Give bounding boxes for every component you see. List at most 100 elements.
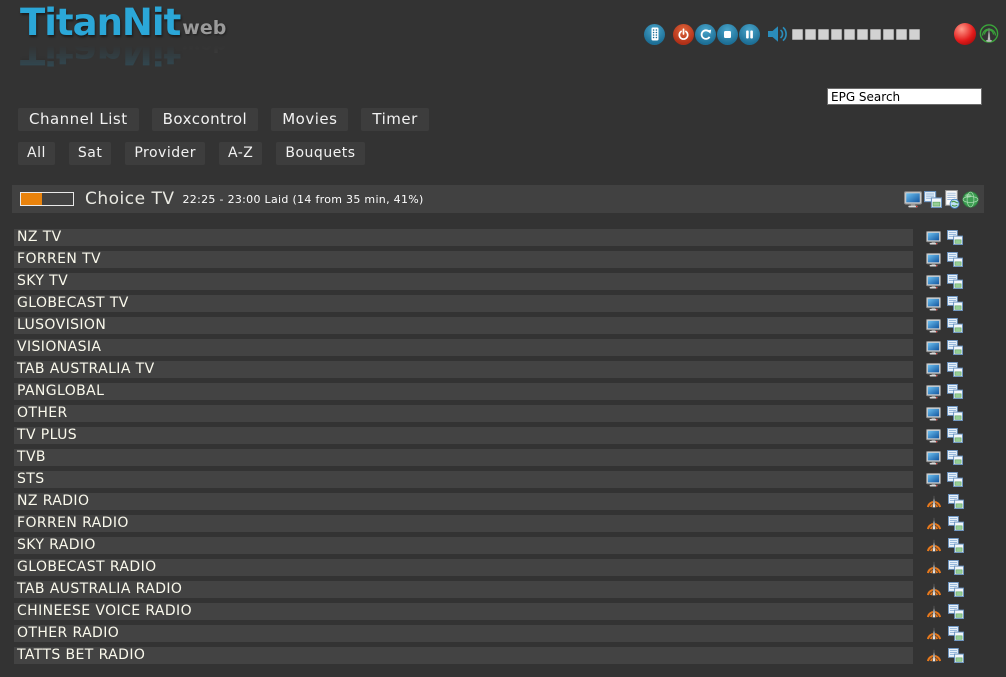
channel-name-bar[interactable]: FORREN TV xyxy=(14,251,913,268)
channel-name-bar[interactable]: NZ TV xyxy=(14,229,913,246)
channel-name: NZ RADIO xyxy=(17,493,90,509)
radio-icon[interactable] xyxy=(926,561,942,574)
epg-list-icon[interactable] xyxy=(947,406,963,421)
tv-icon[interactable] xyxy=(926,341,941,355)
now-playing-bar: Choice TV 22:25 - 23:00 Laid (14 from 35… xyxy=(12,185,984,213)
epg-list-icon[interactable] xyxy=(948,516,964,531)
channel-list: NZ TV FORREN TV SKY TV GLO xyxy=(14,229,964,669)
radio-icon[interactable] xyxy=(926,649,942,662)
volume-segment[interactable] xyxy=(831,28,842,40)
speaker-icon[interactable] xyxy=(767,24,789,44)
epg-list-icon[interactable] xyxy=(947,428,963,443)
antenna-icon[interactable] xyxy=(979,23,999,45)
channel-name-bar[interactable]: OTHER xyxy=(14,405,913,422)
radio-icon[interactable] xyxy=(926,605,942,618)
volume-segment[interactable] xyxy=(896,28,907,40)
epg-list-icon[interactable] xyxy=(948,626,964,641)
epg-search-input[interactable] xyxy=(827,88,982,105)
power-icon xyxy=(677,27,690,41)
volume-segment[interactable] xyxy=(870,28,881,40)
epg-list-icon[interactable] xyxy=(948,560,964,575)
epg-list-icon[interactable] xyxy=(947,318,963,333)
volume-segment[interactable] xyxy=(844,28,855,40)
nav-timer[interactable]: Timer xyxy=(361,108,429,131)
tv-stream-icon[interactable] xyxy=(904,191,922,208)
volume-segment[interactable] xyxy=(792,28,803,40)
channel-name-bar[interactable]: TAB AUSTRALIA RADIO xyxy=(14,581,913,598)
channel-name-bar[interactable]: CHINEESE VOICE RADIO xyxy=(14,603,913,620)
channel-name-bar[interactable]: VISIONASIA xyxy=(14,339,913,356)
epg-list-icon[interactable] xyxy=(947,362,963,377)
nav-channel-list[interactable]: Channel List xyxy=(18,108,139,131)
channel-name-bar[interactable]: GLOBECAST RADIO xyxy=(14,559,913,576)
volume-segment[interactable] xyxy=(818,28,829,40)
epg-list-icon[interactable] xyxy=(924,191,942,208)
channel-name-bar[interactable]: FORREN RADIO xyxy=(14,515,913,532)
filter-bouquets[interactable]: Bouquets xyxy=(276,142,365,165)
channel-name: FORREN TV xyxy=(17,251,102,267)
epg-list-icon[interactable] xyxy=(947,296,963,311)
channel-name-bar[interactable]: TATTS BET RADIO xyxy=(14,647,913,664)
stop-icon xyxy=(721,28,734,41)
channel-row: NZ RADIO xyxy=(14,493,964,510)
radio-icon[interactable] xyxy=(926,583,942,596)
epg-list-icon[interactable] xyxy=(948,494,964,509)
tv-icon[interactable] xyxy=(926,407,941,421)
epg-list-icon[interactable] xyxy=(948,582,964,597)
channel-name-bar[interactable]: PANGLOBAL xyxy=(14,383,913,400)
tv-icon[interactable] xyxy=(926,319,941,333)
filter-a-z[interactable]: A-Z xyxy=(218,142,263,165)
radio-icon[interactable] xyxy=(926,539,942,552)
stop-button[interactable] xyxy=(717,23,738,45)
tv-icon[interactable] xyxy=(926,231,941,245)
channel-name-bar[interactable]: OTHER RADIO xyxy=(14,625,913,642)
volume-segment[interactable] xyxy=(857,28,868,40)
epg-list-icon[interactable] xyxy=(948,648,964,663)
epg-list-icon[interactable] xyxy=(947,384,963,399)
epg-list-icon[interactable] xyxy=(947,472,963,487)
channel-name-bar[interactable]: TVB xyxy=(14,449,913,466)
epg-list-icon[interactable] xyxy=(947,252,963,267)
tv-icon[interactable] xyxy=(926,297,941,311)
channel-name-bar[interactable]: TAB AUSTRALIA TV xyxy=(14,361,913,378)
power-button[interactable] xyxy=(673,23,694,45)
filter-sat[interactable]: Sat xyxy=(68,142,112,165)
epg-list-icon[interactable] xyxy=(947,230,963,245)
tv-icon[interactable] xyxy=(926,363,941,377)
filter-provider[interactable]: Provider xyxy=(125,142,205,165)
channel-name-bar[interactable]: TV PLUS xyxy=(14,427,913,444)
now-playing-actions xyxy=(902,190,979,209)
tv-icon[interactable] xyxy=(926,385,941,399)
channel-name-bar[interactable]: GLOBECAST TV xyxy=(14,295,913,312)
pause-button[interactable] xyxy=(739,23,760,45)
remote-control-button[interactable] xyxy=(644,23,665,45)
epg-page-icon[interactable] xyxy=(944,190,960,209)
epg-list-icon[interactable] xyxy=(947,450,963,465)
nav-boxcontrol[interactable]: Boxcontrol xyxy=(151,108,259,131)
reload-icon xyxy=(699,28,712,41)
tv-icon[interactable] xyxy=(926,253,941,267)
channel-name-bar[interactable]: SKY RADIO xyxy=(14,537,913,554)
epg-list-icon[interactable] xyxy=(948,604,964,619)
channel-name-bar[interactable]: SKY TV xyxy=(14,273,913,290)
epg-list-icon[interactable] xyxy=(948,538,964,553)
volume-segment[interactable] xyxy=(805,28,816,40)
channel-name-bar[interactable]: STS xyxy=(14,471,913,488)
tv-icon[interactable] xyxy=(926,451,941,465)
radio-icon[interactable] xyxy=(926,517,942,530)
nav-movies[interactable]: Movies xyxy=(271,108,349,131)
reload-button[interactable] xyxy=(695,23,716,45)
radio-icon[interactable] xyxy=(926,627,942,640)
epg-list-icon[interactable] xyxy=(947,274,963,289)
volume-segment[interactable] xyxy=(909,28,920,40)
channel-name-bar[interactable]: LUSOVISION xyxy=(14,317,913,334)
tv-icon[interactable] xyxy=(926,275,941,289)
volume-segment[interactable] xyxy=(883,28,894,40)
filter-all[interactable]: All xyxy=(18,142,55,165)
epg-list-icon[interactable] xyxy=(947,340,963,355)
web-epg-icon[interactable] xyxy=(962,191,979,208)
channel-name-bar[interactable]: NZ RADIO xyxy=(14,493,913,510)
radio-icon[interactable] xyxy=(926,495,942,508)
tv-icon[interactable] xyxy=(926,473,941,487)
tv-icon[interactable] xyxy=(926,429,941,443)
